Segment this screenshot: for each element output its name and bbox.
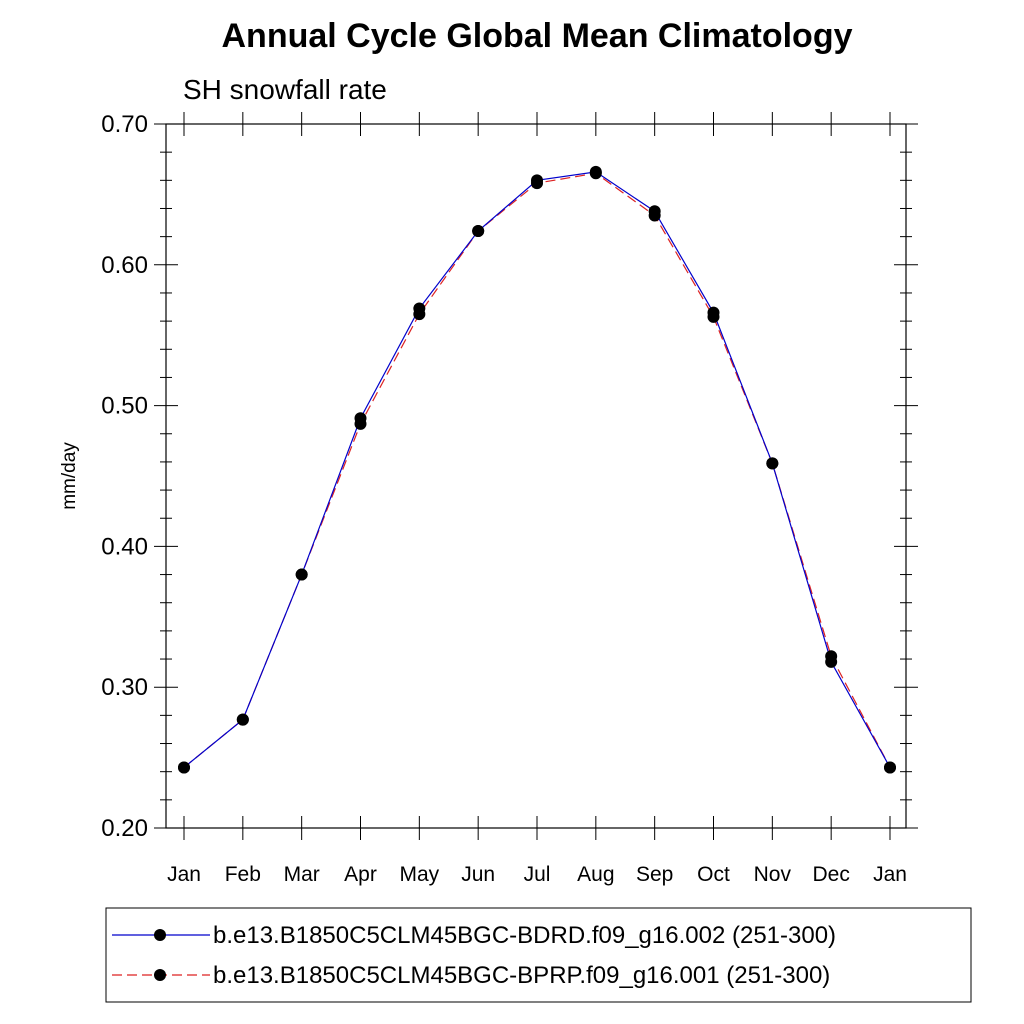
series-2-point xyxy=(707,310,720,323)
x-tick-label: Apr xyxy=(344,863,377,886)
x-tick-label: Jan xyxy=(167,863,201,886)
y-tick-label: 0.20 xyxy=(101,815,148,842)
x-tick-label: Oct xyxy=(697,863,730,886)
x-tick-label: Jun xyxy=(461,863,495,886)
series-2-point xyxy=(648,209,661,222)
legend-marker-1 xyxy=(154,929,166,941)
series-line-2 xyxy=(183,172,891,768)
series-2-point xyxy=(354,417,367,430)
legend-marker-2 xyxy=(154,969,166,981)
x-tick-label: Jul xyxy=(524,863,551,886)
chart-title: Annual Cycle Global Mean Climatology xyxy=(222,17,853,55)
x-tick-label: Jan xyxy=(873,863,907,886)
axis-ticks xyxy=(154,112,918,840)
series-line-1 xyxy=(183,171,891,768)
series-2-point xyxy=(589,167,602,180)
x-tick-label: Mar xyxy=(284,863,320,886)
series-2-point xyxy=(178,761,190,774)
x-tick-label: May xyxy=(399,863,439,886)
y-tick-label: 0.60 xyxy=(101,252,148,279)
series-2-point xyxy=(531,177,543,190)
x-tick-label: Dec xyxy=(812,863,849,886)
series-2-point xyxy=(413,308,426,321)
y-tick-label: 0.70 xyxy=(101,111,148,138)
plot-frame xyxy=(165,123,907,829)
legend-label-2: b.e13.B1850C5CLM45BGC-BPRP.f09_g16.001 (… xyxy=(213,962,830,989)
x-tick-label: Feb xyxy=(225,863,261,886)
y-axis-label: mm/day xyxy=(59,442,80,510)
x-tick-label: Nov xyxy=(754,863,792,886)
y-tick-label: 0.40 xyxy=(101,533,148,560)
y-tick-labels: 0.20 0.30 0.40 0.50 0.60 0.70 xyxy=(101,111,148,842)
series-2-point xyxy=(472,225,485,238)
series-layer xyxy=(178,165,896,774)
x-tick-labels: Jan Feb Mar Apr May Jun Jul Aug Sep Oct Nov Dec Jan xyxy=(167,863,907,886)
chart-subtitle: SH snowfall rate xyxy=(183,74,387,105)
legend: b.e13.B1850C5CLM45BGC-BDRD.f09_g16.002 (… xyxy=(112,922,836,989)
series-2-point xyxy=(766,457,779,470)
legend-box xyxy=(105,907,972,1003)
y-tick-label: 0.50 xyxy=(101,393,148,420)
series-2-point xyxy=(884,761,896,774)
series-2-point xyxy=(825,650,838,663)
legend-label-1: b.e13.B1850C5CLM45BGC-BDRD.f09_g16.002 (… xyxy=(213,922,836,949)
x-tick-label: Sep xyxy=(636,863,673,886)
x-tick-label: Aug xyxy=(577,863,614,886)
y-tick-label: 0.30 xyxy=(101,674,148,701)
series-2-point xyxy=(236,713,249,726)
series-2-point xyxy=(295,568,308,581)
